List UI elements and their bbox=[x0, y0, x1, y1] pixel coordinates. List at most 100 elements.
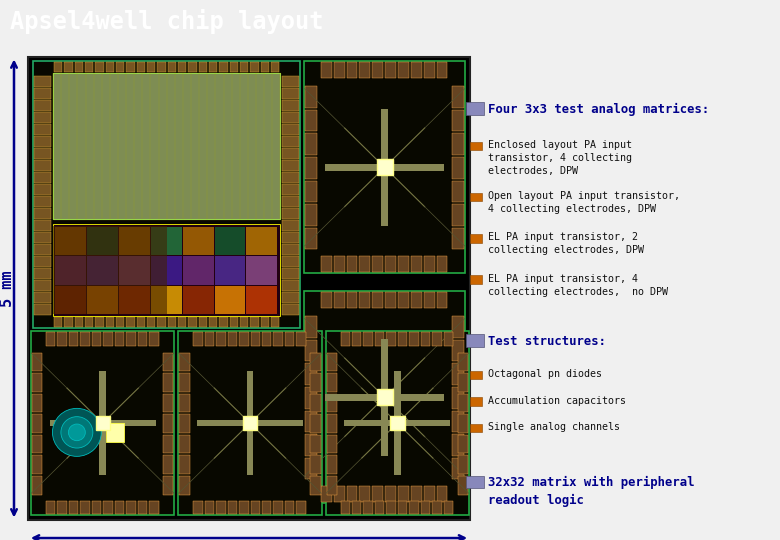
Bar bbox=[193, 501, 203, 515]
Bar bbox=[168, 63, 176, 72]
Bar bbox=[282, 280, 300, 291]
Bar bbox=[470, 141, 482, 151]
Bar bbox=[466, 334, 484, 347]
Bar bbox=[216, 332, 225, 346]
Bar bbox=[106, 63, 114, 72]
Bar bbox=[437, 292, 448, 308]
Bar bbox=[470, 275, 482, 284]
Bar bbox=[179, 435, 190, 454]
Bar bbox=[282, 256, 300, 267]
Bar bbox=[178, 63, 186, 72]
Bar bbox=[55, 256, 86, 285]
Bar bbox=[199, 63, 207, 72]
Bar bbox=[243, 416, 257, 430]
Bar bbox=[65, 318, 73, 327]
Bar bbox=[424, 256, 434, 272]
Bar bbox=[219, 63, 228, 72]
Bar bbox=[80, 501, 90, 515]
Bar bbox=[346, 256, 357, 272]
Bar bbox=[321, 486, 332, 502]
Bar bbox=[327, 353, 337, 371]
Bar bbox=[151, 256, 182, 285]
Bar bbox=[168, 318, 176, 327]
Bar bbox=[398, 332, 407, 346]
Bar bbox=[55, 227, 86, 255]
Bar bbox=[115, 501, 124, 515]
Bar bbox=[452, 387, 464, 409]
Bar bbox=[262, 501, 271, 515]
Bar bbox=[305, 316, 317, 338]
Bar bbox=[375, 501, 385, 515]
Bar bbox=[163, 394, 173, 413]
Bar bbox=[34, 304, 51, 315]
Bar bbox=[327, 435, 337, 454]
Bar bbox=[372, 63, 383, 78]
Bar bbox=[341, 501, 350, 515]
Bar bbox=[282, 292, 300, 303]
Bar bbox=[310, 353, 321, 371]
Bar bbox=[458, 373, 468, 392]
Bar bbox=[385, 256, 396, 272]
Bar bbox=[87, 227, 118, 255]
Bar bbox=[470, 397, 482, 406]
Bar bbox=[282, 232, 300, 243]
Bar bbox=[398, 501, 407, 515]
Circle shape bbox=[52, 408, 101, 456]
Bar bbox=[381, 405, 388, 456]
Bar bbox=[352, 501, 361, 515]
Bar bbox=[106, 318, 114, 327]
Bar bbox=[282, 184, 300, 195]
Bar bbox=[34, 244, 51, 255]
Bar bbox=[420, 501, 431, 515]
Bar bbox=[325, 164, 377, 171]
Bar bbox=[327, 394, 337, 413]
Bar bbox=[398, 292, 409, 308]
Bar bbox=[334, 486, 345, 502]
Bar bbox=[282, 208, 300, 219]
Bar bbox=[92, 332, 101, 346]
Bar bbox=[116, 63, 124, 72]
Bar bbox=[372, 486, 383, 502]
Bar bbox=[390, 416, 405, 430]
Bar bbox=[285, 501, 294, 515]
Bar bbox=[310, 435, 321, 454]
Bar bbox=[411, 63, 422, 78]
Bar bbox=[34, 196, 51, 207]
Bar bbox=[305, 180, 317, 202]
Bar bbox=[215, 256, 246, 285]
Bar bbox=[103, 332, 112, 346]
Bar bbox=[411, 486, 422, 502]
Bar bbox=[151, 286, 182, 314]
Bar bbox=[420, 332, 431, 346]
Text: Apsel4well chip layout: Apsel4well chip layout bbox=[10, 9, 324, 34]
Bar bbox=[179, 394, 190, 413]
Bar bbox=[327, 414, 337, 433]
Bar bbox=[392, 164, 444, 171]
Bar bbox=[326, 331, 469, 516]
Bar bbox=[458, 435, 468, 454]
Bar bbox=[99, 371, 106, 416]
Bar bbox=[466, 102, 484, 115]
Bar bbox=[179, 455, 190, 474]
Bar bbox=[209, 63, 218, 72]
Bar bbox=[386, 501, 395, 515]
Bar bbox=[32, 414, 42, 433]
Bar bbox=[394, 371, 401, 416]
Bar bbox=[151, 227, 182, 255]
Bar bbox=[228, 332, 237, 346]
Bar bbox=[452, 434, 464, 456]
Bar bbox=[285, 332, 294, 346]
Bar bbox=[126, 501, 136, 515]
Bar bbox=[444, 501, 453, 515]
Bar bbox=[246, 286, 278, 314]
Bar bbox=[360, 256, 370, 272]
Bar bbox=[410, 332, 419, 346]
Bar bbox=[65, 63, 73, 72]
Bar bbox=[282, 268, 300, 279]
Bar bbox=[410, 501, 419, 515]
Text: 5 mm: 5 mm bbox=[1, 270, 16, 307]
Bar bbox=[310, 476, 321, 495]
Bar bbox=[282, 148, 300, 159]
Bar bbox=[209, 318, 218, 327]
Text: EL PA input transistor, 2
collecting electrodes, DPW: EL PA input transistor, 2 collecting ele… bbox=[488, 232, 644, 255]
